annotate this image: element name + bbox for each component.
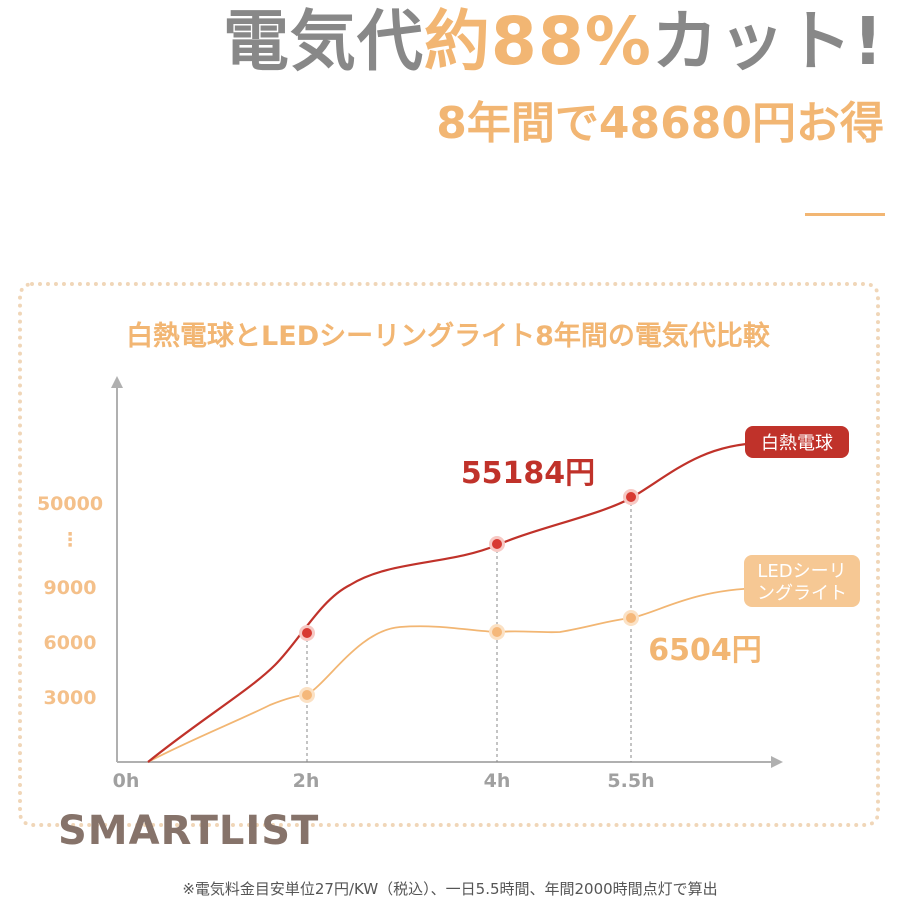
legend-label-led-line2: ングライト: [757, 583, 847, 604]
data-point-led-4h: [492, 627, 502, 637]
legend-led: LEDシーリ ングライト: [744, 555, 860, 607]
x-axis-arrow-icon: [771, 756, 783, 768]
guide-lines: [306, 497, 632, 762]
x-tick-label: 4h: [484, 770, 511, 792]
legend-badge-incandescent: [745, 426, 849, 458]
y-tick-label: 6000: [44, 632, 97, 654]
headline-part1: 電気代: [222, 3, 424, 80]
data-point-incandescent-5-5h: [626, 492, 636, 502]
data-point-led-5-5h: [626, 613, 636, 623]
headline: 電気代約88%カット!: [222, 3, 884, 80]
brand-logo: SMARTLIST: [58, 808, 320, 854]
accent-rule: [805, 213, 885, 216]
legend-label-incandescent: 白熱電球: [761, 433, 833, 454]
x-tick-labels: 0h 2h 4h 5.5h: [113, 770, 655, 792]
legend-incandescent: 白熱電球: [745, 426, 849, 458]
headline-part2: カット!: [651, 3, 884, 80]
chart-frame: [18, 282, 880, 827]
series-line-incandescent: [147, 441, 761, 763]
axis-break-mark: ⋮: [61, 529, 80, 551]
headline-accent: 約88%: [423, 3, 652, 80]
y-tick-labels: 3000 6000 9000 ⋮ 50000: [37, 493, 103, 709]
annotation-led-total: 6504円: [648, 633, 762, 668]
x-tick-label: 0h: [113, 770, 140, 792]
data-point-incandescent-2h: [302, 628, 312, 638]
footnote: ※電気料金目安単位27円/KW（税込）、一日5.5時間、年間2000時間点灯で算…: [182, 880, 718, 898]
y-tick-label: 3000: [44, 687, 97, 709]
annotation-incandescent-total: 55184円: [461, 456, 595, 491]
data-point-led-2h: [302, 690, 312, 700]
chart-title: 白熱電球とLEDシーリングライト8年間の電気代比較: [126, 320, 771, 352]
legend-badge-led: [744, 555, 860, 607]
legend-label-led-line1: LEDシーリ: [757, 561, 846, 582]
series-markers: [299, 489, 639, 703]
x-tick-label: 2h: [293, 770, 320, 792]
y-tick-label: 9000: [44, 577, 97, 599]
subheadline: 8年間で48680円お得: [436, 98, 884, 149]
x-tick-label: 5.5h: [607, 770, 654, 792]
y-tick-label: 50000: [37, 493, 103, 515]
data-point-incandescent-4h: [492, 539, 502, 549]
y-axis-arrow-icon: [111, 376, 123, 388]
series-line-led: [147, 587, 761, 763]
